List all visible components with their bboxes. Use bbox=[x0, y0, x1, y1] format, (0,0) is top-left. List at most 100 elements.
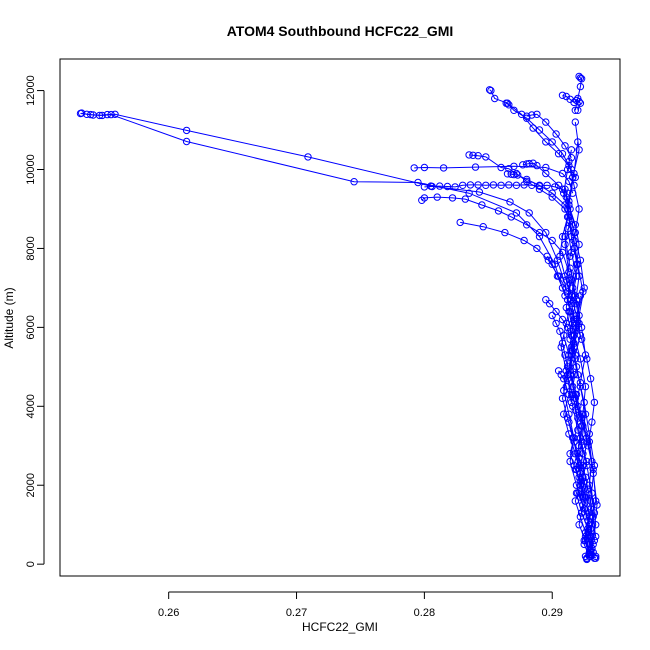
data-point bbox=[590, 398, 599, 407]
data-point bbox=[535, 228, 544, 237]
data-point bbox=[523, 175, 531, 184]
data-point bbox=[574, 138, 582, 146]
data-point bbox=[542, 296, 550, 304]
data-point bbox=[585, 521, 593, 529]
data-point bbox=[410, 164, 418, 172]
data-point bbox=[535, 185, 544, 193]
series-9 bbox=[502, 99, 576, 174]
data-point bbox=[588, 489, 596, 497]
data-point bbox=[510, 106, 518, 115]
data-point bbox=[552, 130, 560, 138]
data-point bbox=[570, 169, 578, 178]
data-point bbox=[466, 181, 475, 189]
data-point bbox=[482, 181, 490, 190]
data-point bbox=[562, 303, 570, 312]
data-point bbox=[471, 163, 480, 171]
data-point bbox=[525, 159, 533, 168]
data-point bbox=[87, 110, 95, 119]
data-point bbox=[507, 213, 515, 221]
data-point bbox=[544, 256, 553, 264]
data-point bbox=[523, 221, 531, 229]
data-point bbox=[584, 524, 592, 533]
data-point bbox=[529, 159, 537, 167]
data-point bbox=[459, 181, 467, 190]
data-point bbox=[566, 276, 574, 284]
data-point bbox=[576, 355, 585, 363]
data-point bbox=[590, 536, 599, 545]
data-point bbox=[443, 182, 452, 191]
data-point bbox=[491, 94, 499, 103]
data-point bbox=[107, 110, 115, 119]
data-point bbox=[590, 461, 599, 470]
data-point bbox=[523, 114, 531, 122]
plot-frame bbox=[59, 58, 621, 577]
data-point bbox=[474, 152, 482, 160]
data-point bbox=[560, 189, 568, 197]
data-point bbox=[569, 390, 577, 399]
series-line bbox=[562, 94, 581, 111]
data-point bbox=[558, 169, 567, 178]
data-point bbox=[558, 91, 567, 100]
data-point bbox=[566, 264, 574, 272]
data-point bbox=[565, 201, 573, 209]
data-point bbox=[576, 382, 585, 391]
data-point bbox=[448, 194, 457, 202]
data-point bbox=[487, 86, 495, 95]
data-point bbox=[465, 151, 473, 159]
data-point bbox=[570, 434, 578, 442]
data-point bbox=[535, 126, 544, 134]
series-25 bbox=[561, 193, 597, 549]
data-point bbox=[497, 163, 505, 172]
data-point bbox=[548, 236, 556, 245]
data-point bbox=[558, 284, 567, 292]
data-point bbox=[542, 169, 550, 178]
data-point bbox=[565, 390, 573, 399]
data-point bbox=[510, 170, 518, 179]
data-point bbox=[577, 438, 586, 446]
data-point bbox=[575, 240, 583, 249]
data-point bbox=[580, 477, 588, 485]
data-point bbox=[556, 327, 564, 335]
data-point bbox=[494, 207, 503, 215]
data-point bbox=[558, 185, 567, 193]
data-point bbox=[420, 183, 429, 191]
data-point bbox=[512, 209, 521, 217]
series-line bbox=[577, 445, 597, 559]
data-point bbox=[574, 426, 582, 434]
data-point bbox=[563, 225, 572, 233]
data-point bbox=[567, 146, 576, 154]
data-point bbox=[557, 343, 565, 351]
x-tick-label: 0.28 bbox=[414, 607, 435, 619]
data-point bbox=[420, 163, 429, 172]
data-point bbox=[439, 164, 448, 172]
data-point bbox=[551, 183, 559, 191]
series-line bbox=[424, 184, 568, 194]
data-point bbox=[579, 422, 587, 430]
data-point bbox=[505, 181, 513, 189]
data-point bbox=[571, 355, 579, 363]
data-point bbox=[469, 151, 477, 160]
data-point bbox=[304, 153, 312, 161]
data-series bbox=[76, 72, 601, 564]
data-point bbox=[523, 112, 531, 120]
y-tick-label: 4000 bbox=[25, 394, 37, 418]
data-point bbox=[475, 188, 484, 196]
data-point bbox=[570, 244, 578, 253]
data-point bbox=[182, 126, 191, 135]
data-point bbox=[575, 272, 583, 280]
data-point bbox=[520, 236, 528, 245]
data-point bbox=[506, 198, 514, 206]
data-point bbox=[548, 260, 556, 268]
data-point bbox=[592, 532, 600, 541]
data-point bbox=[558, 315, 567, 324]
data-point bbox=[565, 430, 573, 438]
data-point bbox=[563, 375, 572, 383]
data-point bbox=[565, 351, 573, 359]
data-point bbox=[583, 438, 591, 446]
series-line bbox=[421, 196, 570, 273]
data-point bbox=[414, 178, 422, 187]
series-line bbox=[526, 113, 572, 158]
data-point bbox=[465, 189, 473, 197]
